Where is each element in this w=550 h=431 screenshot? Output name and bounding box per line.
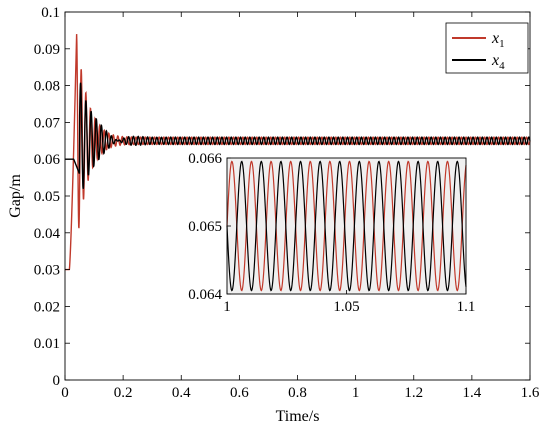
x-tick-label: 0 <box>61 385 69 401</box>
y-tick-label: 0 <box>53 373 61 389</box>
x-tick-label: 0.6 <box>230 385 249 401</box>
y-tick-label: 0.08 <box>34 79 60 95</box>
y-tick-label: 0.02 <box>34 299 60 315</box>
inset-x-tick-label: 1.05 <box>333 299 359 315</box>
legend: x1 x4 <box>445 22 529 74</box>
inset-y-tick-label: 0.066 <box>188 151 222 167</box>
y-tick-label: 0.07 <box>34 115 61 131</box>
x-tick-label: 1.6 <box>521 385 540 401</box>
legend-label-x4: x4 <box>491 52 505 72</box>
y-tick-label: 0.01 <box>34 336 60 352</box>
x-tick-label: 0.8 <box>288 385 307 401</box>
x-tick-label: 1 <box>352 385 360 401</box>
series-line-x4 <box>65 82 531 189</box>
inset-plot: 1 1.05 1.1 0.064 0.065 0.066 <box>188 151 475 315</box>
x-tick-label: 1.4 <box>463 385 482 401</box>
inset-series-line-x1 <box>226 160 467 292</box>
y-tick-label: 0.03 <box>34 263 60 279</box>
y-tick-label: 0.05 <box>34 189 60 205</box>
y-tick-label: 0.09 <box>34 42 60 58</box>
x-tick-label: 1.2 <box>404 385 423 401</box>
y-tick-label: 0.04 <box>34 226 61 242</box>
inset-x-tick-label: 1.1 <box>457 299 476 315</box>
y-tick-label: 0.1 <box>41 5 60 21</box>
legend-label-x1: x1 <box>491 30 505 50</box>
inset-series-line-x4 <box>226 160 467 292</box>
inset-y-tick-label: 0.064 <box>188 287 222 303</box>
y-tick-label: 0.06 <box>34 152 61 168</box>
inset-y-tick-label: 0.065 <box>188 219 222 235</box>
inset-x-tick-label: 1 <box>223 299 231 315</box>
x-axis-label: Time/s <box>276 408 320 425</box>
y-axis-label: Gap/m <box>7 174 24 218</box>
x-tick-label: 0.4 <box>172 385 191 401</box>
x-tick-label: 0.2 <box>114 385 133 401</box>
legend-box <box>445 22 529 74</box>
